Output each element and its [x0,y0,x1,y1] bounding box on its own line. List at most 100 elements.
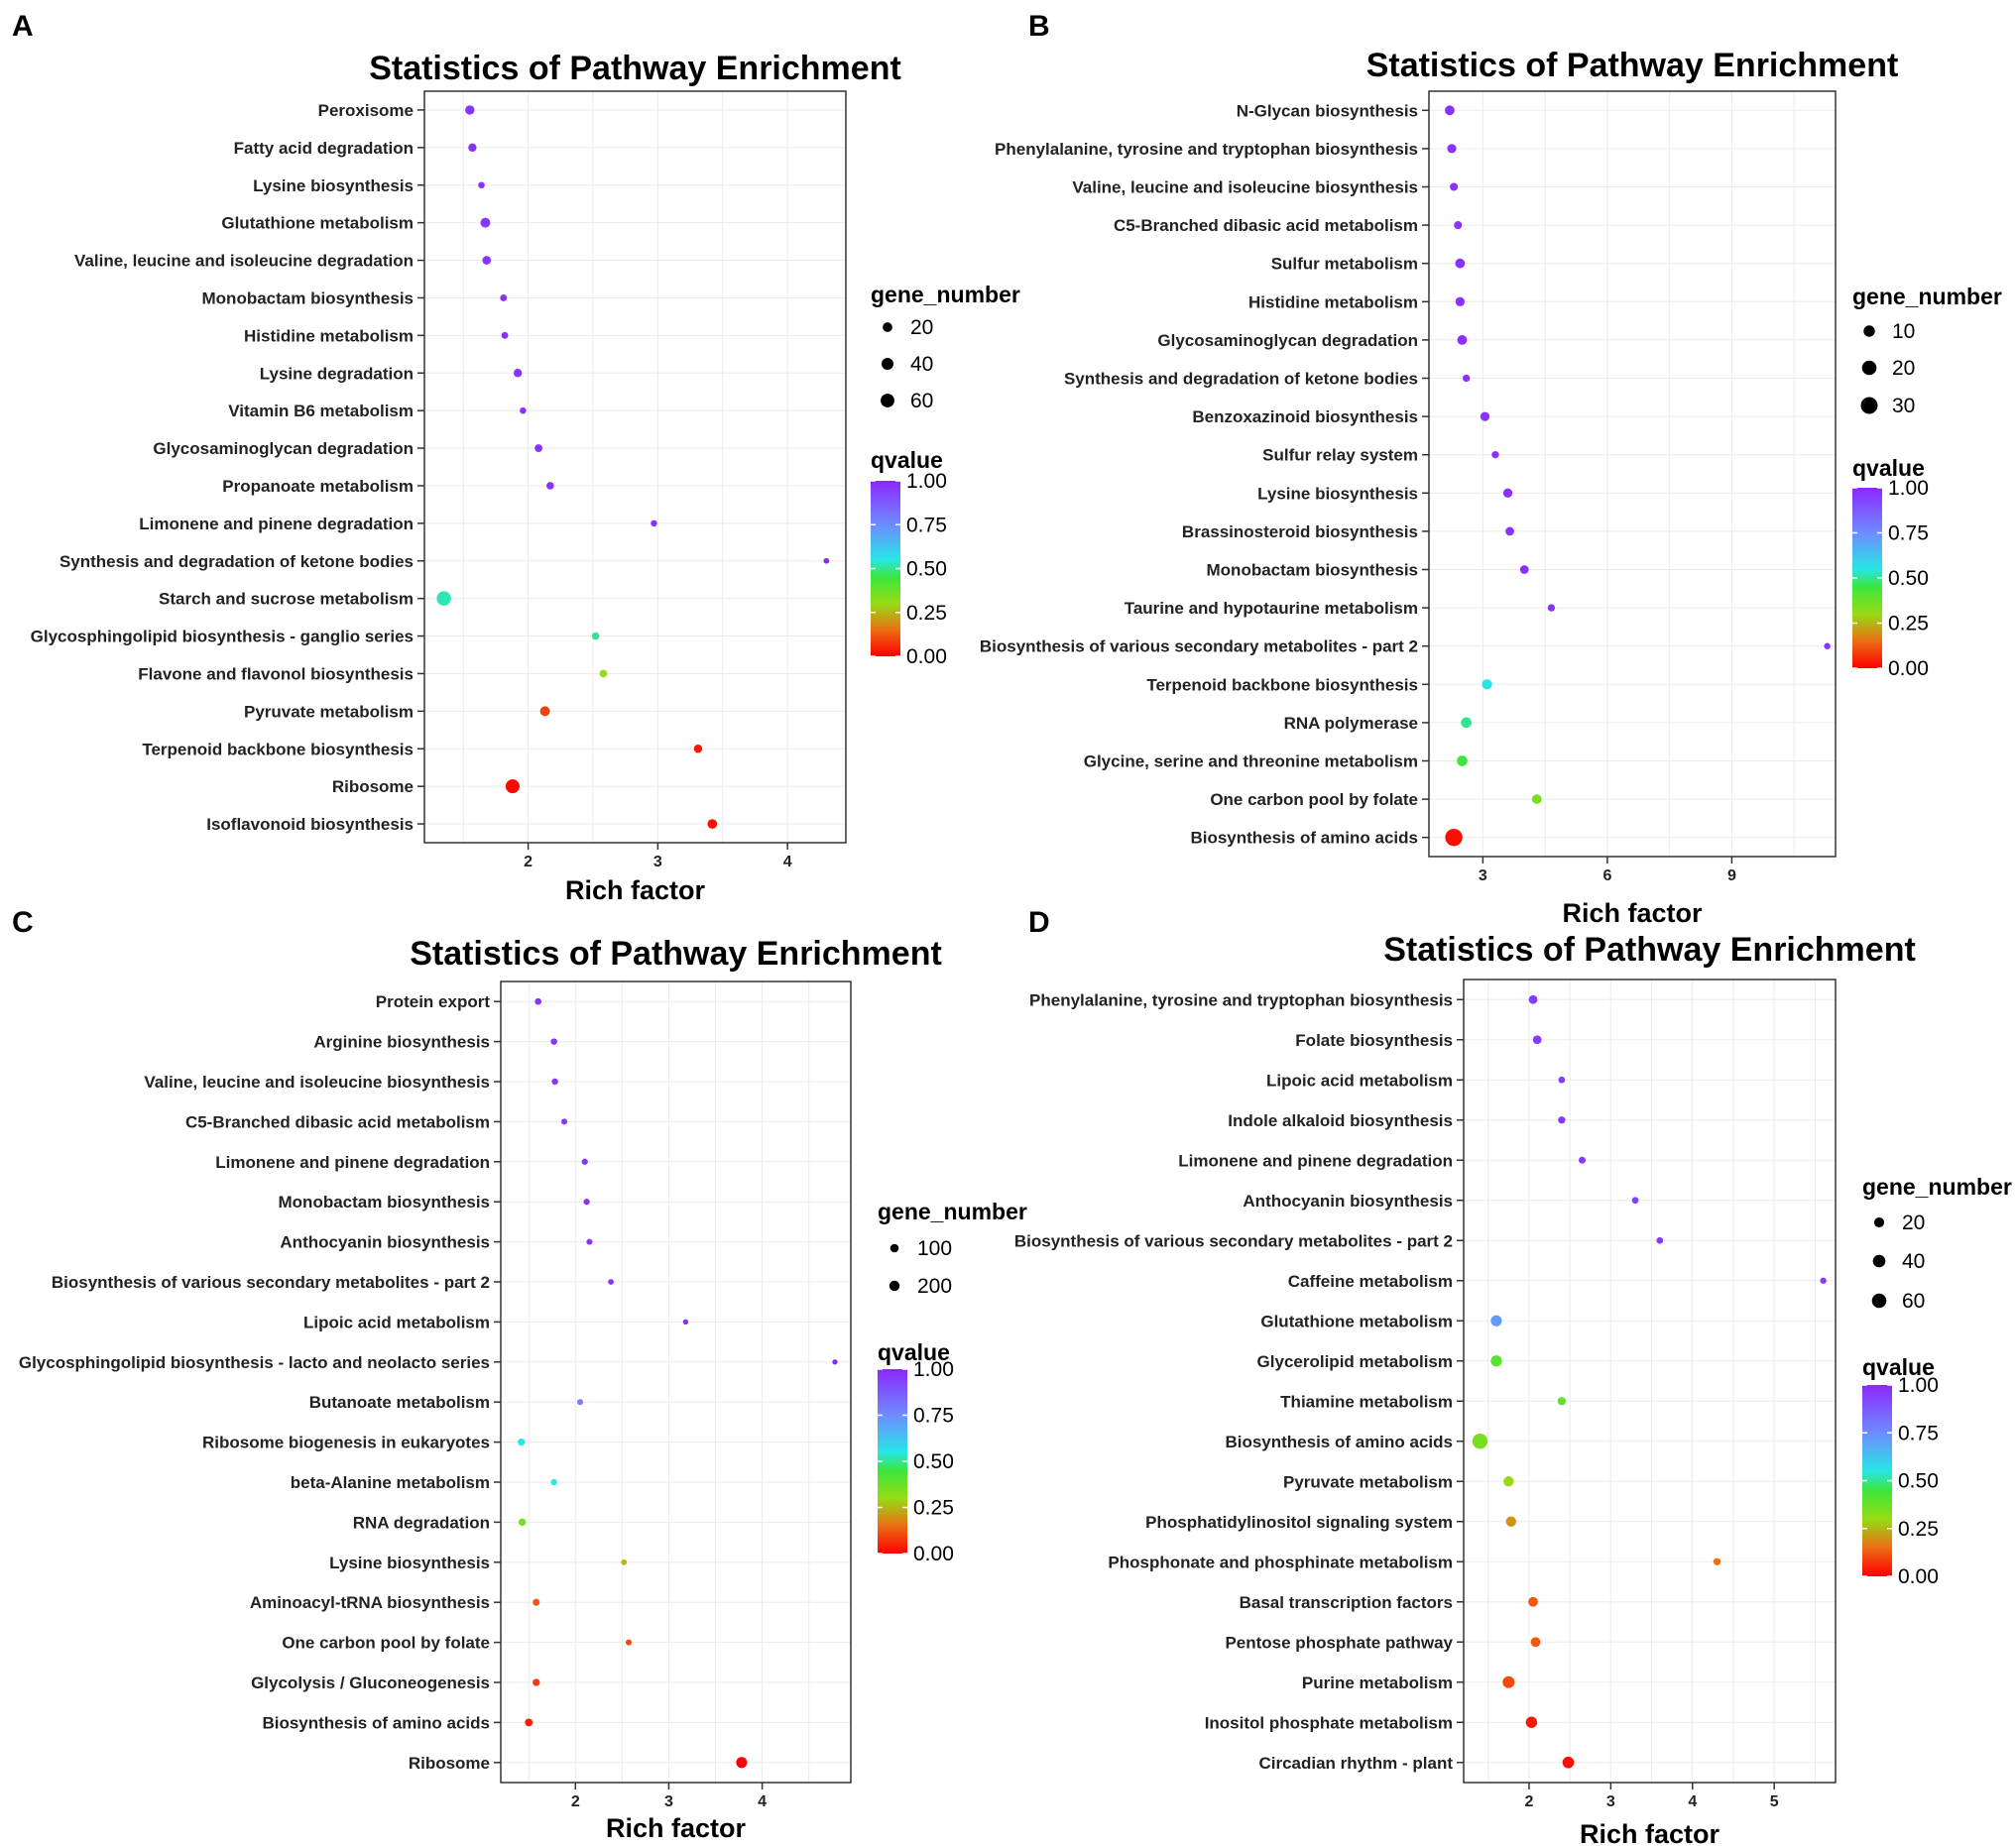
data-point [1457,335,1468,345]
x-tick-label: 3 [1606,1793,1615,1810]
data-point [525,1718,534,1727]
legend-size-title: gene_number [1852,284,2002,309]
data-point [518,1438,526,1446]
legend-size-label: 60 [1902,1290,1925,1313]
data-point [1530,1637,1541,1648]
data-point [500,294,508,301]
legend-color-label: 0.75 [1888,522,1929,545]
legend-color-label: 1.00 [913,1358,954,1381]
category-label: Valine, leucine and isoleucine degradati… [74,252,414,271]
data-point [1490,1315,1502,1327]
category-label: Limonene and pinene degradation [139,515,414,533]
legend-color-label: 0.50 [906,558,947,581]
category-label: Glutathione metabolism [1260,1312,1453,1330]
data-point [480,217,491,228]
legend-color-label: 0.25 [913,1497,954,1520]
data-point [1480,411,1490,421]
legend-size-dot [889,1243,899,1253]
category-label: Glycosphingolipid biosynthesis - ganglio… [31,628,414,646]
category-label: Folate biosynthesis [1295,1031,1453,1050]
data-points [518,997,838,1769]
data-point [682,1319,689,1326]
x-tick-label: 5 [1770,1793,1779,1810]
x-tick-label: 4 [1688,1793,1697,1810]
panel-a: A Statistics of Pathway Enrichment Peroxis… [12,10,1020,905]
legend-size-dot [1860,397,1878,414]
category-label: Phosphonate and phosphinate metabolism [1108,1553,1453,1571]
data-points [1445,105,1831,847]
category-label: Circadian rhythm - plant [1258,1754,1453,1773]
legend-size-dot [1872,1254,1886,1268]
data-point [513,369,523,378]
data-point [581,1158,588,1165]
data-point [621,1558,628,1565]
data-point [501,331,509,339]
data-point [651,519,657,527]
category-label: Arginine biosynthesis [313,1033,490,1052]
legend-size-label: 20 [910,316,933,339]
category-label: Vitamin B6 metabolism [228,402,414,420]
legend-color-label: 0.25 [906,602,947,625]
plot-border [1463,979,1837,1784]
legend-color-title: qvalue [1862,1354,1935,1380]
chart-title: Statistics of Pathway Enrichment [1383,931,1916,969]
category-label: Propanoate metabolism [222,477,414,496]
grid [1464,980,1836,1783]
grid [1429,91,1836,857]
data-point [533,1678,540,1686]
legend-size-label: 30 [1892,395,1915,417]
category-label: Anthocyanin biosynthesis [1243,1192,1453,1211]
panel-letter: B [1028,10,1050,43]
data-point [520,406,527,414]
legend-size-dot [1863,325,1875,337]
data-point [1503,1476,1514,1487]
data-points [436,105,830,829]
data-point [1455,258,1466,269]
panel-letter: C [12,906,34,939]
data-point [465,105,475,115]
category-label: Monobactam biosynthesis [202,288,414,307]
x-tick-label: 4 [783,854,792,870]
category-label: Sulfur metabolism [1271,255,1418,274]
data-point [823,557,830,564]
legend-color-label: 0.00 [906,645,947,668]
panel-d: D Statistics of Pathway Enrichment Phenyla… [1014,906,2012,1846]
chart-title: Statistics of Pathway Enrichment [410,935,942,973]
data-point [1445,829,1463,847]
x-tick-label: 3 [653,854,662,870]
category-label: Glutathione metabolism [221,214,414,233]
category-label: C5-Branched dibasic acid metabolism [185,1112,490,1131]
data-point [1502,1675,1515,1688]
data-point [1824,642,1831,649]
category-label: RNA polymerase [1284,714,1418,733]
category-label: Ribosome biogenesis in eukaryotes [202,1434,490,1452]
category-label: Limonene and pinene degradation [215,1153,490,1172]
data-point [550,1478,557,1486]
grid [424,91,846,843]
category-label: Pyruvate metabolism [244,702,414,721]
data-point [707,819,718,829]
category-label: Phosphatidylinositol signaling system [1145,1513,1453,1532]
category-label: Inositol phosphate metabolism [1205,1713,1453,1732]
legend-color-title: qvalue [878,1339,950,1365]
category-label: Ribosome [332,777,414,796]
category-label: Isoflavonoid biosynthesis [206,815,414,834]
x-axis-title: Rich factor [565,875,706,905]
data-point [1457,755,1468,766]
data-point [736,1757,748,1769]
data-point [576,1399,584,1406]
legend-color-label: 0.00 [913,1543,954,1565]
category-label: Biosynthesis of various secondary metabo… [980,637,1418,656]
legend-color-title: qvalue [871,447,943,473]
data-point [478,181,485,189]
legend-color-label: 0.25 [1898,1518,1939,1541]
grid [501,981,851,1783]
plot-border [1428,90,1837,858]
legend-size-dot [1871,1293,1887,1309]
data-point [1491,451,1499,459]
data-point [1656,1236,1664,1244]
legend-color-title: qvalue [1852,455,1925,481]
data-point [1519,565,1529,574]
category-label: Glycine, serine and threonine metabolism [1084,752,1418,771]
